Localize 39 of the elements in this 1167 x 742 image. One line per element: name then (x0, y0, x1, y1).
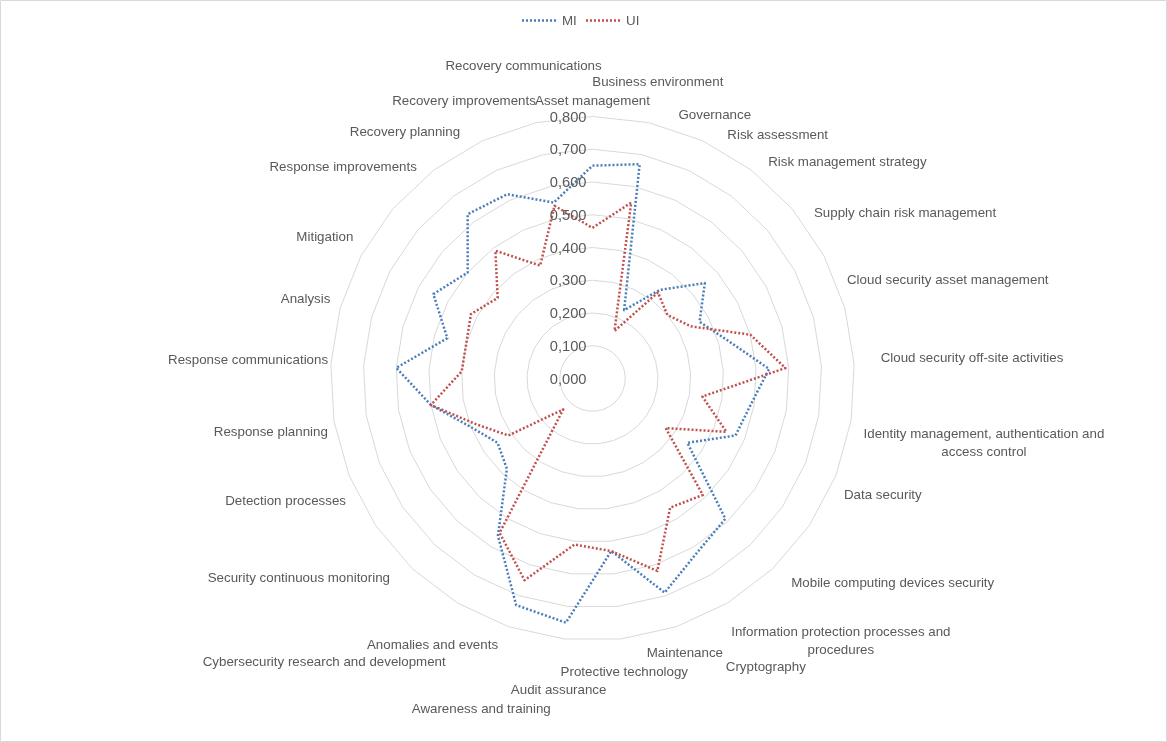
y-tick-label: 0,700 (549, 141, 587, 158)
spoke-label: Detection processes (225, 493, 347, 509)
spoke-label: Governance (678, 106, 752, 122)
spoke-label: Recovery improvements (392, 93, 537, 109)
spoke-label: Maintenance (646, 645, 723, 660)
spoke-label: Mobile computing devices security (791, 574, 995, 590)
spoke-label: Analysis (280, 291, 331, 307)
spoke-label: Awareness and training (411, 701, 551, 717)
spoke-label: Cryptography (725, 659, 807, 675)
spoke-label: Mitigation (296, 229, 354, 245)
y-tick-label: 0,200 (549, 305, 587, 321)
spoke-label: Risk assessment (727, 127, 829, 143)
spoke-label: Cloud security asset management (847, 272, 1049, 288)
y-tick-label: 0,000 (549, 370, 587, 387)
spoke-label: Audit assurance (510, 682, 607, 698)
spoke-label: Data security (843, 486, 923, 502)
y-tick-label: 0,400 (549, 239, 587, 256)
spoke-label: Supply chain risk management (813, 205, 997, 221)
spoke-label: Business environment (592, 74, 724, 90)
spoke-label: Cloud security off-site activities (880, 350, 1064, 366)
y-tick-label: 0,800 (549, 108, 587, 125)
y-tick-label: 0,300 (549, 272, 587, 289)
spoke-label: Cybersecurity research and development (202, 654, 447, 670)
spoke-label: Response planning (213, 423, 328, 439)
spoke-label: Risk management strategy (768, 154, 928, 170)
spoke-label: Information protection processes and procedures (731, 624, 951, 658)
spoke-label: Anomalies and events (366, 636, 499, 652)
spoke-label: Recovery communications (445, 57, 603, 73)
spoke-label: Recovery planning (349, 124, 461, 140)
legend-label: MI (562, 12, 578, 28)
spoke-label: Response communications (168, 352, 329, 368)
spoke-label: Response improvements (269, 159, 418, 175)
spoke-label: Identity management, authentication and access control (863, 426, 1105, 460)
legend-label: UI (626, 12, 641, 28)
spoke-label: Security continuous monitoring (207, 570, 390, 586)
spoke-label: Asset management (535, 93, 651, 108)
y-tick-label: 0,100 (549, 337, 587, 354)
spoke-label: Protective technology (560, 663, 689, 679)
y-tick-label: 0,600 (549, 174, 587, 190)
